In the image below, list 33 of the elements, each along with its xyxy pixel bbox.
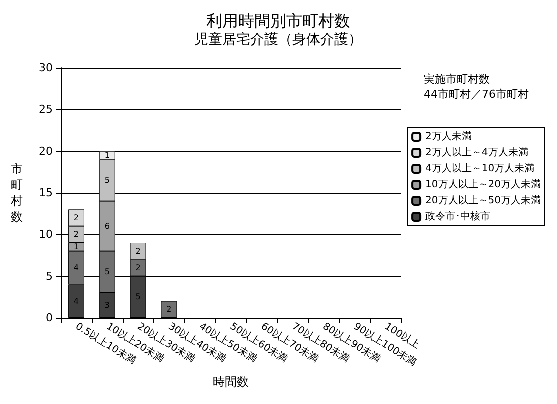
data-label: 2 — [136, 264, 141, 272]
y-tick-label: 25 — [39, 103, 53, 116]
data-label: 1 — [74, 242, 79, 252]
data-label: 2 — [74, 230, 79, 240]
data-label: 3 — [104, 301, 110, 310]
x-axis-title: 時間数 — [213, 375, 249, 389]
y-tick-label: 20 — [39, 144, 53, 158]
chart-title: 利用時間別市町村数 — [206, 12, 350, 30]
legend-label: 政令市･中核市 — [426, 210, 491, 222]
y-tick-label: 5 — [46, 270, 53, 283]
data-label: 2 — [74, 214, 79, 222]
bar — [161, 301, 178, 318]
y-tick-label: 15 — [39, 186, 53, 200]
y-tick-label: 30 — [39, 62, 53, 74]
chart-subtitle: 児童居宅介護（身体介護） — [194, 32, 362, 48]
text: 実施市町村数 44市町村／76市町村 — [424, 73, 530, 101]
data-label: 2 — [136, 246, 141, 256]
legend-label: 4万人以上～10万人未満 — [426, 162, 535, 174]
legend-label: 10万人以上～20万人未満 — [426, 178, 542, 190]
legend-label: 2万人未満 — [426, 130, 472, 142]
y-axis-title: 市町村数 — [10, 162, 23, 224]
data-label: 6 — [104, 222, 110, 231]
data-label: 4 — [74, 264, 79, 272]
legend-label: 2万人以上～4万人未満 — [426, 146, 528, 158]
data-label: 4 — [74, 296, 79, 306]
data-label: 5 — [136, 292, 141, 302]
data-label: 2 — [166, 305, 172, 314]
legend-label: 20万人以上～50万人未満 — [426, 194, 542, 206]
y-tick-label: 0 — [46, 312, 53, 324]
data-label: 5 — [104, 268, 110, 277]
data-label: 5 — [104, 176, 110, 185]
y-tick-label: 10 — [39, 228, 53, 242]
data-label: 1 — [104, 151, 110, 160]
